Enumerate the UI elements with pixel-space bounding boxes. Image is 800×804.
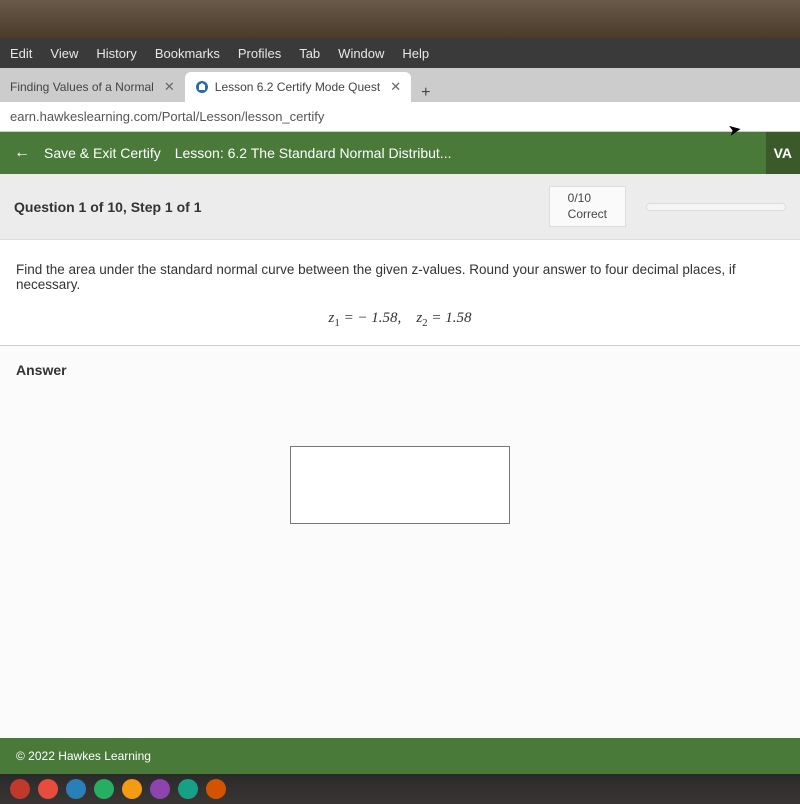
z1-value: − 1.58, xyxy=(357,310,401,326)
z1-sub: 1 xyxy=(334,317,340,329)
menu-history[interactable]: History xyxy=(96,46,136,61)
dock-app-icon[interactable] xyxy=(206,779,226,799)
address-bar[interactable]: earn.hawkeslearning.com/Portal/Lesson/le… xyxy=(0,102,800,132)
lesson-header-bar: ← Save & Exit Certify Lesson: 6.2 The St… xyxy=(0,132,800,174)
tab-active-label: Lesson 6.2 Certify Mode Quest xyxy=(215,80,380,94)
prompt-text: Find the area under the standard normal … xyxy=(16,262,784,292)
tab-inactive-label: Finding Values of a Normal xyxy=(10,80,154,94)
close-icon[interactable]: ✕ xyxy=(390,79,401,95)
score-box: 0/10 Correct xyxy=(549,186,626,227)
back-arrow-icon[interactable]: ← xyxy=(14,144,30,162)
equation-display: z1 = − 1.58, z2 = 1.58 xyxy=(16,310,784,329)
answer-label: Answer xyxy=(16,362,784,378)
page-footer: © 2022 Hawkes Learning xyxy=(0,738,800,774)
eq-sign-2: = xyxy=(431,310,445,326)
close-icon[interactable]: ✕ xyxy=(164,79,175,95)
dock-app-icon[interactable] xyxy=(38,779,58,799)
menu-window[interactable]: Window xyxy=(338,46,384,61)
menu-profiles[interactable]: Profiles xyxy=(238,46,281,61)
score-label: Correct xyxy=(568,207,607,223)
dock-app-icon[interactable] xyxy=(94,779,114,799)
browser-menubar: Edit View History Bookmarks Profiles Tab… xyxy=(0,38,800,68)
score-count: 0/10 xyxy=(568,191,607,207)
dock-app-icon[interactable] xyxy=(178,779,198,799)
new-tab-button[interactable]: + xyxy=(411,84,440,102)
tab-strip: Finding Values of a Normal ✕ Lesson 6.2 … xyxy=(0,68,800,102)
tab-inactive[interactable]: Finding Values of a Normal ✕ xyxy=(0,72,185,102)
progress-bar xyxy=(646,203,786,211)
menu-help[interactable]: Help xyxy=(402,46,429,61)
menu-tab[interactable]: Tab xyxy=(299,46,320,61)
dock-app-icon[interactable] xyxy=(122,779,142,799)
hawkes-favicon-icon xyxy=(195,80,209,94)
copyright-text: © 2022 Hawkes Learning xyxy=(16,749,151,763)
z2-value: 1.58 xyxy=(445,310,471,326)
tab-active[interactable]: Lesson 6.2 Certify Mode Quest ✕ xyxy=(185,72,411,102)
menu-view[interactable]: View xyxy=(50,46,78,61)
menu-bookmarks[interactable]: Bookmarks xyxy=(155,46,220,61)
question-title: Question 1 of 10, Step 1 of 1 xyxy=(14,199,549,215)
question-header: Question 1 of 10, Step 1 of 1 0/10 Corre… xyxy=(0,174,800,240)
dock-app-icon[interactable] xyxy=(66,779,86,799)
url-text: earn.hawkeslearning.com/Portal/Lesson/le… xyxy=(10,109,324,124)
eq-sign-1: = xyxy=(344,310,358,326)
answer-input[interactable] xyxy=(290,446,510,524)
z2-sub: 2 xyxy=(422,317,428,329)
dock-app-icon[interactable] xyxy=(10,779,30,799)
dock-app-icon[interactable] xyxy=(150,779,170,799)
answer-section: Answer xyxy=(0,346,800,738)
save-exit-button[interactable]: Save & Exit Certify xyxy=(44,145,161,161)
lesson-title: Lesson: 6.2 The Standard Normal Distribu… xyxy=(175,145,452,161)
question-prompt: Find the area under the standard normal … xyxy=(0,240,800,346)
menu-edit[interactable]: Edit xyxy=(10,46,32,61)
desktop-background-top xyxy=(0,0,800,38)
user-badge[interactable]: VA xyxy=(766,132,800,174)
